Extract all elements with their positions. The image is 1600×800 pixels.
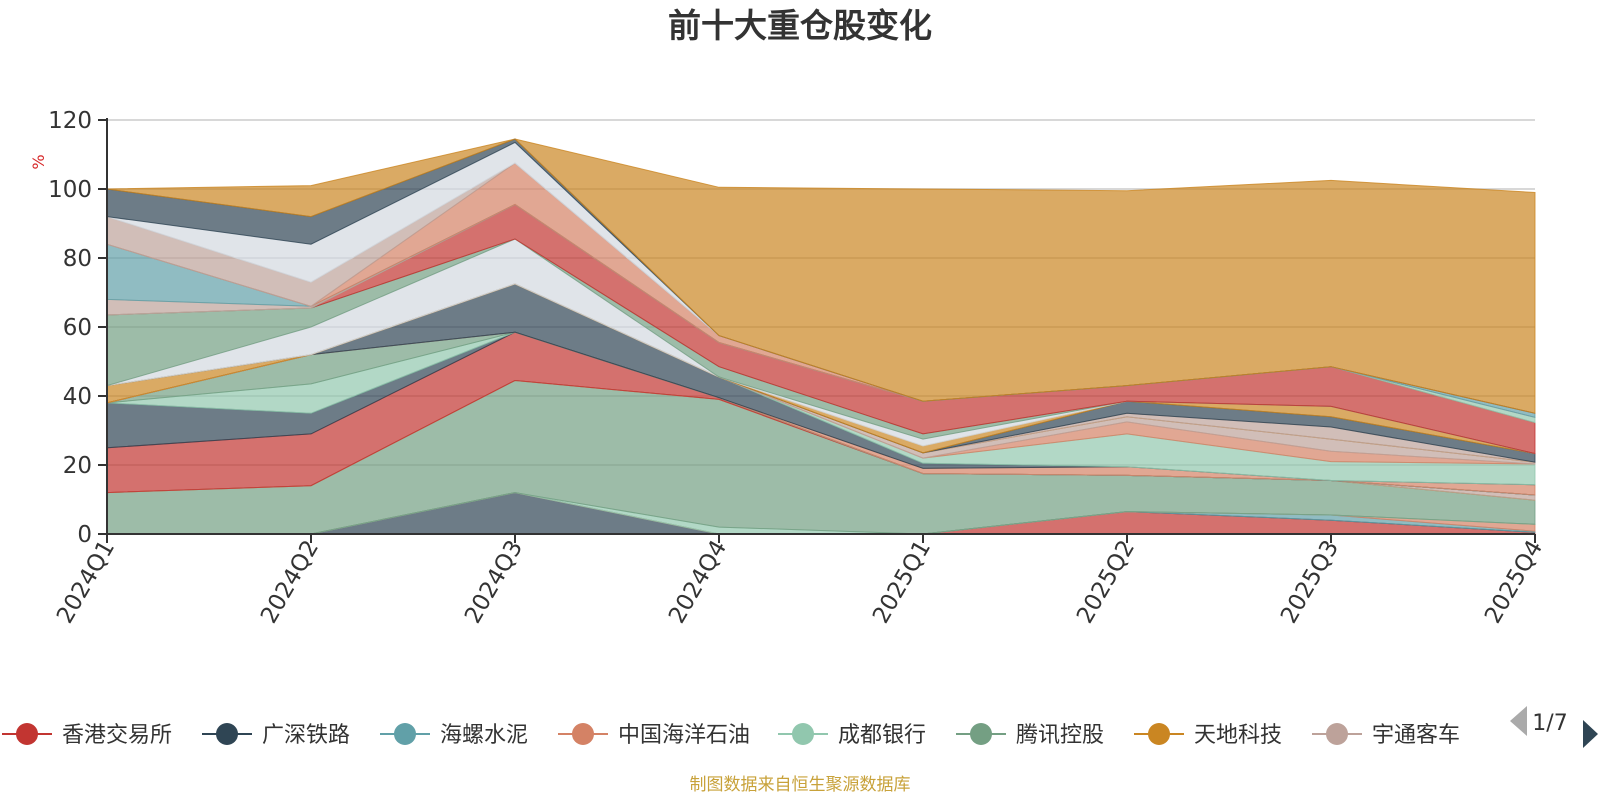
y-tick-label: 60 bbox=[63, 315, 92, 341]
y-axis-unit: % bbox=[29, 154, 48, 169]
legend-marker-icon bbox=[572, 723, 594, 745]
legend-label: 海螺水泥 bbox=[440, 723, 528, 748]
x-tick-label: 2025Q4 bbox=[1480, 536, 1548, 628]
source-note: 制图数据来自恒生聚源数据库 bbox=[690, 775, 911, 795]
legend-marker-icon bbox=[216, 723, 238, 745]
x-tick-label: 2025Q1 bbox=[868, 536, 936, 628]
legend[interactable]: 香港交易所 广深铁路 海螺水泥 中国海洋石油 成都银行 腾讯控股 天地科技 宇通客车 bbox=[2, 723, 1460, 748]
legend-marker-icon bbox=[792, 723, 814, 745]
y-tick-label: 120 bbox=[48, 108, 92, 134]
area-series bbox=[106, 138, 1536, 414]
x-tick-label: 2025Q3 bbox=[1276, 536, 1344, 628]
legend-page-indicator: 1/7 bbox=[1532, 711, 1567, 736]
legend-label: 中国海洋石油 bbox=[618, 723, 750, 748]
legend-marker-icon bbox=[1326, 723, 1348, 745]
x-tick-label: 2025Q2 bbox=[1072, 536, 1140, 628]
legend-label: 广深铁路 bbox=[262, 723, 350, 748]
y-tick-label: 20 bbox=[63, 453, 92, 479]
legend-marker-icon bbox=[970, 723, 992, 745]
legend-marker-icon bbox=[1148, 723, 1170, 745]
legend-item[interactable]: 宇通客车 bbox=[1312, 723, 1460, 748]
x-tick-label: 2024Q2 bbox=[256, 536, 324, 628]
legend-item[interactable]: 腾讯控股 bbox=[956, 723, 1104, 748]
y-tick-label: 100 bbox=[48, 177, 92, 203]
legend-label: 宇通客车 bbox=[1372, 723, 1460, 748]
x-tick-label: 2024Q4 bbox=[664, 536, 732, 628]
legend-marker-icon bbox=[16, 723, 38, 745]
y-tick-label: 0 bbox=[77, 522, 92, 548]
legend-marker-icon bbox=[394, 723, 416, 745]
y-tick-label: 40 bbox=[63, 384, 92, 410]
legend-item[interactable]: 中国海洋石油 bbox=[558, 723, 750, 748]
legend-prev-icon[interactable] bbox=[1510, 706, 1527, 736]
x-tick-label: 2024Q3 bbox=[460, 536, 528, 628]
chart-title: 前十大重仓股变化 bbox=[668, 6, 932, 45]
x-tick-label: 2024Q1 bbox=[52, 536, 120, 628]
legend-label: 香港交易所 bbox=[62, 723, 172, 748]
legend-item[interactable]: 天地科技 bbox=[1134, 723, 1282, 748]
legend-pager[interactable]: 1/7 bbox=[1510, 706, 1598, 748]
legend-label: 腾讯控股 bbox=[1016, 723, 1104, 748]
legend-item[interactable]: 成都银行 bbox=[778, 723, 926, 748]
area-layer bbox=[106, 138, 1536, 535]
legend-item[interactable]: 广深铁路 bbox=[202, 723, 350, 748]
legend-item[interactable]: 香港交易所 bbox=[2, 723, 172, 748]
legend-label: 天地科技 bbox=[1194, 723, 1282, 748]
legend-label: 成都银行 bbox=[838, 723, 926, 748]
y-tick-label: 80 bbox=[63, 246, 92, 272]
legend-item[interactable]: 海螺水泥 bbox=[380, 723, 528, 748]
legend-next-icon[interactable] bbox=[1583, 720, 1598, 748]
